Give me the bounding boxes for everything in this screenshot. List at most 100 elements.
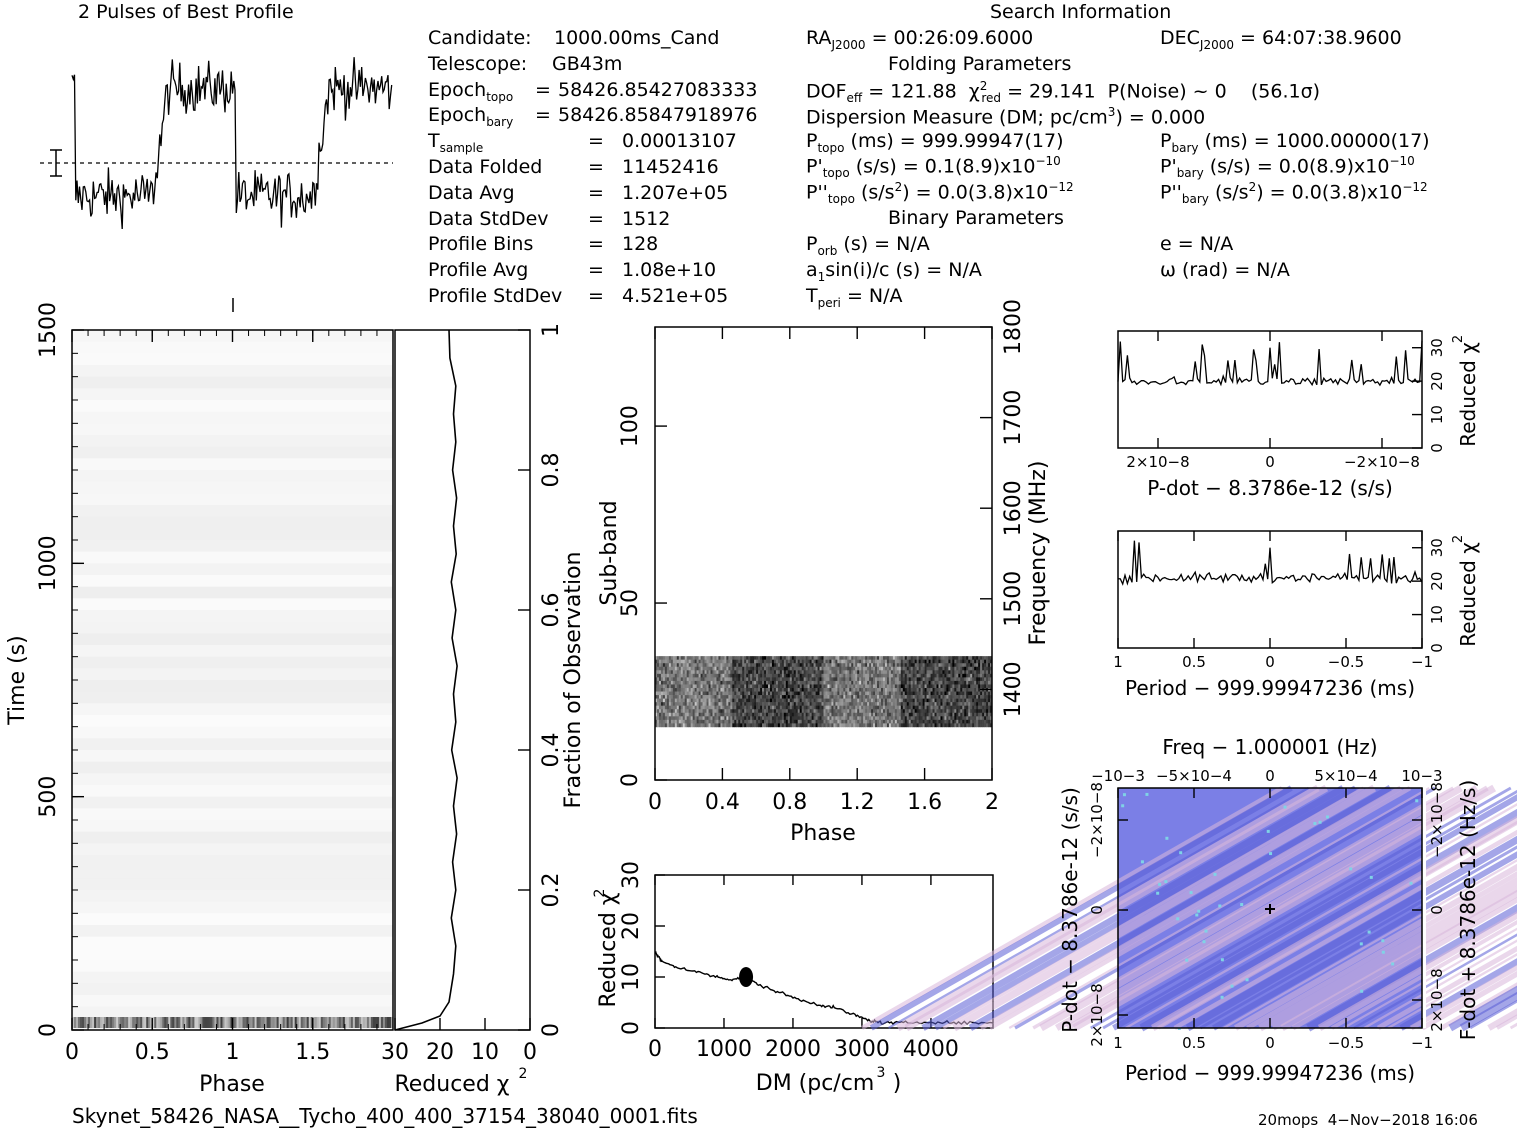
subband-cell (940, 663, 943, 668)
subband-cell (833, 723, 836, 728)
subband-cell (777, 677, 781, 682)
subband-cell (748, 659, 751, 664)
subband-cell (813, 712, 816, 717)
time-phase-cell (192, 1017, 195, 1028)
subband-cell (861, 666, 864, 671)
subband-cell (712, 677, 715, 682)
subband-cell (926, 670, 929, 675)
subband-cell (732, 677, 735, 682)
subband-cell (900, 684, 904, 689)
subband-cell (936, 659, 939, 664)
subband-cell (702, 677, 705, 682)
subband-cell (666, 684, 670, 689)
subband-cell (853, 673, 856, 678)
time-chi2-ytick-label: 0.8 (539, 453, 564, 488)
subband-cell (974, 663, 977, 668)
subband-cell (720, 656, 723, 660)
subband-cell (823, 659, 826, 664)
subband-cell (837, 670, 840, 675)
subband-cell (666, 687, 670, 692)
subband-cell (829, 670, 832, 675)
subband-cell (686, 695, 689, 699)
subband-cell (708, 719, 711, 724)
subband-cell (888, 698, 892, 703)
subband-cell (758, 702, 761, 706)
subband-cell (746, 712, 749, 717)
subband-cell (767, 695, 771, 699)
subband-cell (932, 677, 935, 682)
subband-cell (678, 673, 682, 678)
subband-cell (890, 698, 894, 703)
subband-cell (880, 698, 884, 703)
subband-cell (829, 684, 832, 689)
subband-cell (922, 723, 925, 728)
subband-cell (934, 677, 937, 682)
subband-cell (698, 673, 701, 678)
subband-cell (748, 723, 751, 728)
subband-cell (716, 709, 719, 714)
subband-cell (676, 698, 680, 703)
subband-cell (888, 723, 892, 728)
subband-cell (764, 702, 767, 706)
subband-cell (748, 716, 751, 721)
subband-cell (726, 656, 729, 660)
subband-cell (678, 677, 682, 682)
subband-cell (781, 709, 785, 714)
subband-cell (766, 684, 769, 689)
subband-cell (670, 666, 674, 671)
subband-cell (843, 698, 846, 703)
subband-cell (678, 687, 682, 692)
subband-cell (928, 716, 931, 721)
subband-cell (918, 709, 921, 714)
subband-cell (898, 680, 902, 685)
subband-cell (851, 687, 854, 692)
subband-cell (676, 673, 680, 678)
subband-cell (944, 712, 947, 717)
subband-cell (670, 687, 674, 692)
subband-cell (740, 687, 743, 692)
subband-cell (912, 698, 915, 703)
subband-cell (710, 656, 713, 660)
subband-cell (938, 656, 941, 660)
subband-cell (811, 680, 814, 685)
subband-cell (958, 695, 961, 699)
subband-cell (833, 677, 836, 682)
subband-cell (716, 684, 719, 689)
subband-cell (787, 677, 791, 682)
subband-cell (732, 716, 735, 721)
subband-cell (888, 666, 892, 671)
subband-cell (966, 695, 969, 699)
subband-cell (928, 709, 931, 714)
subband-cell (924, 695, 927, 699)
subband-cell (756, 670, 759, 675)
subband-cell (974, 656, 977, 660)
subband-cell (867, 684, 870, 689)
subband-cell (658, 716, 662, 721)
time-phase-ytick-label: 1500 (36, 302, 61, 358)
time-phase-cell (238, 1017, 241, 1028)
subband-cell (779, 702, 783, 706)
subband-cell (660, 695, 664, 699)
time-phase-cell (140, 1017, 143, 1028)
dm-chi2-xtick-label: 1000 (696, 1037, 752, 1062)
subband-cell (990, 670, 993, 675)
subband-cell (787, 666, 791, 671)
subband-cell (773, 712, 777, 717)
subband-cell (716, 687, 719, 692)
subband-cell (700, 698, 703, 703)
subband-cell (877, 723, 880, 728)
time-phase-cell (188, 1017, 191, 1028)
subband-cell (920, 680, 923, 685)
subband-cell (942, 656, 945, 660)
dm-chi2-xtick-label: 2000 (765, 1037, 821, 1062)
subband-cell (662, 723, 666, 728)
subband-cell (845, 698, 848, 703)
subband-cell (976, 702, 979, 706)
subband-cell (756, 663, 759, 668)
subband-cell (884, 702, 888, 706)
subband-ytick-right-label: 1700 (1001, 390, 1026, 446)
subband-cell (809, 723, 812, 728)
subband-cell (952, 698, 955, 703)
subband-cell (986, 719, 989, 724)
subband-cell (906, 673, 910, 678)
